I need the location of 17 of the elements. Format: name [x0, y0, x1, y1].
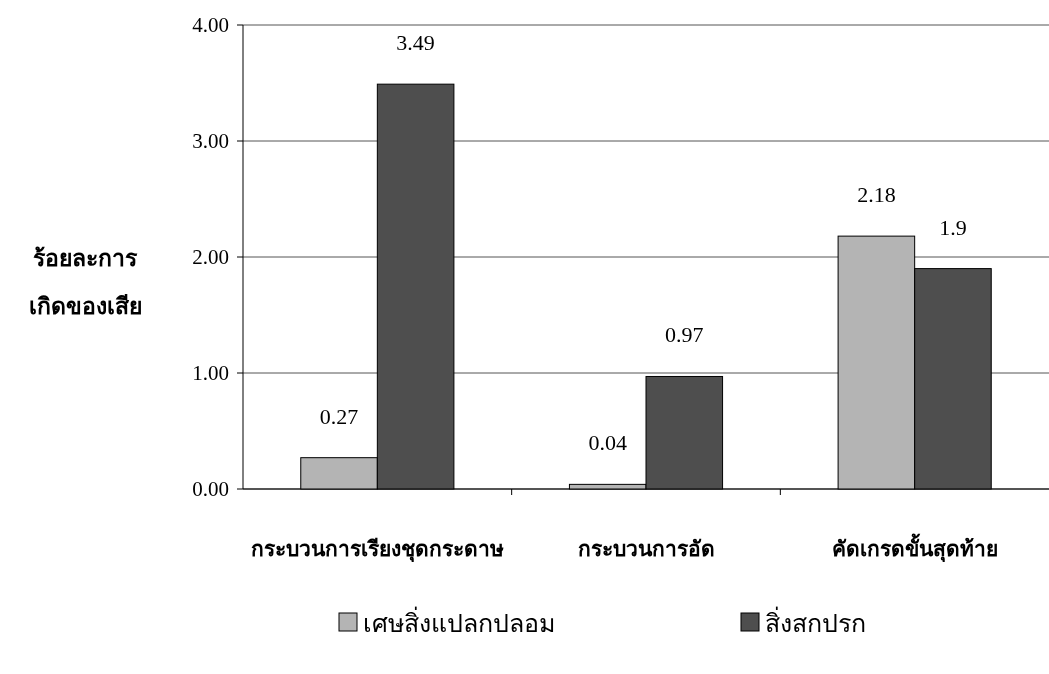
- data-label: 3.49: [396, 30, 435, 56]
- data-label: 0.04: [588, 430, 627, 456]
- y-tick-label: 2.00: [192, 245, 229, 269]
- x-tick-label: กระบวนการอัด: [577, 537, 715, 561]
- y-tick-label: 3.00: [192, 129, 229, 153]
- legend-label: สิ่งสกปรก: [765, 606, 866, 637]
- y-tick-label: 1.00: [192, 361, 229, 385]
- legend-label: เศษสิ่งแปลกปลอม: [363, 606, 555, 637]
- y-tick-label: 0.00: [192, 477, 229, 501]
- data-label: 2.18: [857, 182, 896, 208]
- x-tick-label: กระบวนการเรียงชุดกระดาษ: [250, 537, 504, 563]
- x-tick-label: คัดเกรดขั้นสุดท้าย: [831, 533, 998, 563]
- y-tick-label: 4.00: [192, 13, 229, 37]
- data-label: 0.27: [319, 403, 359, 429]
- y-axis-title: ร้อยละการ เกิดของเสีย: [28, 246, 142, 319]
- data-label: 0.97: [665, 322, 704, 348]
- data-label: 1.9: [939, 214, 967, 240]
